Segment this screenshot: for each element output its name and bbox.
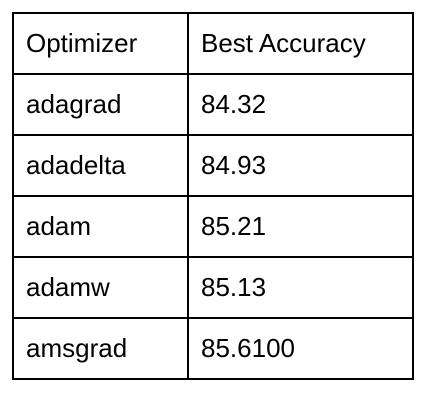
table-row: adadelta 84.93 [12, 134, 414, 197]
accuracy-cell: 85.21 [187, 195, 414, 258]
accuracy-cell: 84.93 [187, 134, 414, 197]
table-row: adam 85.21 [12, 195, 414, 258]
accuracy-cell: 84.32 [187, 73, 414, 136]
table-row: adagrad 84.32 [12, 73, 414, 136]
accuracy-cell: 85.6100 [187, 317, 414, 380]
header-optimizer: Optimizer [12, 12, 189, 75]
optimizer-cell: adadelta [12, 134, 189, 197]
optimizer-cell: adam [12, 195, 189, 258]
optimizer-cell: adamw [12, 256, 189, 319]
header-best-accuracy: Best Accuracy [187, 12, 414, 75]
table-row: amsgrad 85.6100 [12, 317, 414, 380]
accuracy-cell: 85.13 [187, 256, 414, 319]
table-row: adamw 85.13 [12, 256, 414, 319]
table-header-row: Optimizer Best Accuracy [12, 12, 414, 75]
optimizer-cell: adagrad [12, 73, 189, 136]
optimizer-accuracy-table: Optimizer Best Accuracy adagrad 84.32 ad… [12, 12, 414, 380]
optimizer-cell: amsgrad [12, 317, 189, 380]
